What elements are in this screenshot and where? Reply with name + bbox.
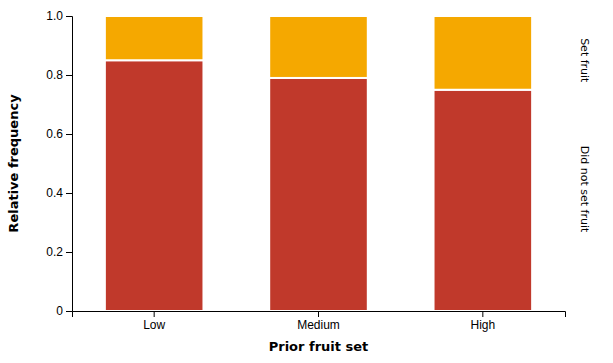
tick-label: Medium xyxy=(297,318,340,332)
x-axis: Low Medium High xyxy=(73,311,566,332)
y-axis-title: Relative frequency xyxy=(6,94,21,233)
tick: 0.8 xyxy=(46,68,72,82)
bars xyxy=(105,16,532,311)
series xyxy=(105,60,532,311)
plot: Low Medium High 0 0.2 0.4 0.6 0.8 1.0 xyxy=(46,9,565,331)
tick-mark xyxy=(66,75,72,76)
series xyxy=(105,16,532,90)
tick-mark xyxy=(66,311,72,312)
tick-label: 0.4 xyxy=(46,186,63,200)
tick-label: 0.2 xyxy=(46,245,63,259)
series-label: Did not set fruit xyxy=(578,146,591,233)
tick-mark xyxy=(66,193,72,194)
tick: 1.0 xyxy=(46,9,72,23)
tick: 0.6 xyxy=(46,127,72,141)
tick: 0.2 xyxy=(46,245,72,259)
tick-mark xyxy=(66,252,72,253)
tick-mark xyxy=(482,311,483,317)
tick: Low xyxy=(143,311,165,332)
y-axis: 0 0.2 0.4 0.6 0.8 1.0 xyxy=(46,9,72,318)
bar xyxy=(105,60,204,311)
tick: Medium xyxy=(297,311,340,332)
tick-label: 0.6 xyxy=(46,127,63,141)
tick-label: 0.8 xyxy=(46,68,63,82)
series-label: Set fruit xyxy=(578,38,591,83)
bar xyxy=(434,90,533,311)
bar xyxy=(269,78,368,311)
tick-label: Low xyxy=(143,318,165,332)
x-axis-title: Prior fruit set xyxy=(269,339,369,354)
tick-mark xyxy=(66,16,72,17)
tick: High xyxy=(470,311,495,332)
tick-mark xyxy=(154,311,155,317)
bar xyxy=(105,16,204,60)
tick-mark xyxy=(318,311,319,317)
tick-label: 1.0 xyxy=(46,9,63,23)
tick-label: High xyxy=(470,318,495,332)
axis-line xyxy=(73,312,566,318)
chart: Low Medium High 0 0.2 0.4 0.6 0.8 1.0 Prior fruit… xyxy=(0,0,613,363)
bar xyxy=(434,16,533,90)
axis-line xyxy=(66,17,73,312)
tick: 0.4 xyxy=(46,186,72,200)
tick-mark xyxy=(66,134,72,135)
tick: 0 xyxy=(56,304,72,318)
bar xyxy=(269,16,368,78)
tick-label: 0 xyxy=(56,304,63,318)
